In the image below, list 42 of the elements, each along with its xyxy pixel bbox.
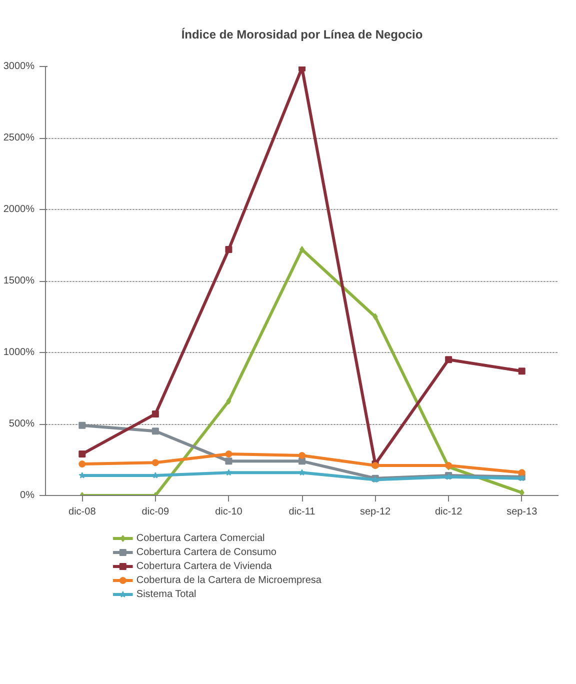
- point: [78, 472, 86, 478]
- point: [298, 452, 306, 459]
- y-tick-label: 2500%: [3, 132, 35, 144]
- point: [152, 472, 159, 478]
- point: [225, 450, 232, 458]
- point: [225, 458, 232, 465]
- point: [152, 410, 159, 418]
- point: [78, 460, 86, 468]
- legend-label: Cobertura Cartera de Consumo: [136, 547, 277, 558]
- point: [519, 489, 524, 496]
- point: [518, 469, 526, 476]
- point: [226, 398, 232, 405]
- chart-title: Índice de Morosidad por Línea de Negocio: [181, 28, 423, 42]
- point: [78, 450, 86, 458]
- x-tick-label: sep-13: [506, 506, 538, 518]
- y-tick-label: 0%: [20, 490, 35, 501]
- y-tick-label: 500%: [8, 418, 35, 430]
- x-tick-label: dic-09: [142, 506, 170, 518]
- point: [225, 246, 232, 254]
- legend-label: Sistema Total: [136, 589, 196, 600]
- legend-label: Cobertura de la Cartera de Microempresa: [136, 575, 322, 586]
- x-tick-label: dic-11: [288, 506, 316, 518]
- y-tick-label: 1000%: [3, 347, 35, 358]
- point: [518, 368, 526, 375]
- y-tick-label: 1500%: [3, 276, 35, 286]
- point: [445, 356, 452, 364]
- point: [225, 469, 232, 476]
- point: [298, 458, 306, 465]
- point: [372, 313, 378, 320]
- x-tick-label: dic-10: [215, 506, 243, 518]
- point: [78, 422, 86, 429]
- point: [298, 66, 306, 72]
- x-tick-label: dic-08: [68, 506, 96, 518]
- y-tick-label: 3000%: [3, 61, 35, 72]
- x-tick-label: dic-12: [434, 506, 463, 518]
- y-tick-label: 2000%: [3, 204, 35, 215]
- x-tick-label: sep-12: [360, 506, 392, 518]
- legend-label: Cobertura Cartera de Vivienda: [136, 561, 272, 572]
- legend-label: Cobertura Cartera Comercial: [136, 533, 265, 544]
- point: [298, 469, 306, 476]
- point: [152, 459, 159, 466]
- point: [152, 428, 159, 435]
